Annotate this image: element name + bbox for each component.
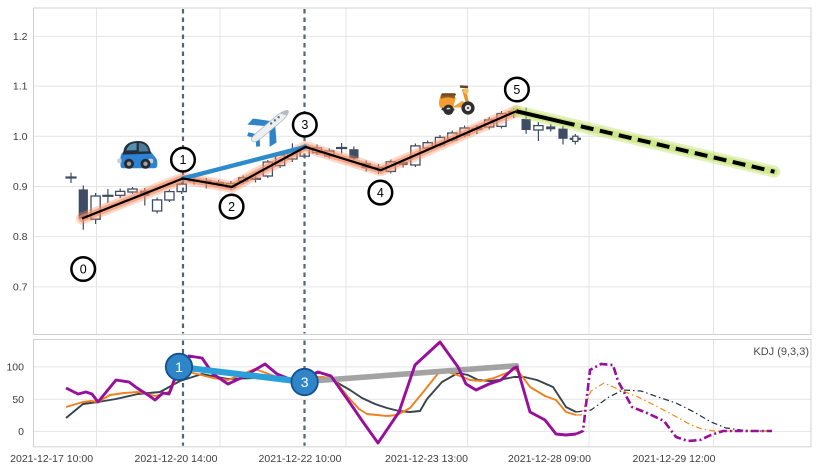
svg-text:2021-12-17 10:00: 2021-12-17 10:00 bbox=[10, 453, 93, 465]
svg-text:3: 3 bbox=[301, 374, 309, 390]
svg-text:0: 0 bbox=[18, 426, 24, 438]
svg-text:0.9: 0.9 bbox=[13, 181, 28, 193]
svg-text:0.7: 0.7 bbox=[13, 282, 28, 294]
svg-text:100: 100 bbox=[6, 362, 24, 374]
svg-text:2021-12-29 12:00: 2021-12-29 12:00 bbox=[633, 453, 716, 465]
svg-text:1.2: 1.2 bbox=[13, 31, 28, 43]
svg-text:KDJ (9,3,3): KDJ (9,3,3) bbox=[753, 346, 809, 358]
svg-text:50: 50 bbox=[12, 394, 24, 406]
svg-text:2021-12-28 09:00: 2021-12-28 09:00 bbox=[508, 453, 591, 465]
svg-text:4: 4 bbox=[377, 186, 384, 200]
svg-text:2021-12-20 14:00: 2021-12-20 14:00 bbox=[135, 453, 218, 465]
svg-text:0.8: 0.8 bbox=[13, 231, 28, 243]
svg-text:2021-12-23 13:00: 2021-12-23 13:00 bbox=[385, 453, 468, 465]
svg-text:1.1: 1.1 bbox=[13, 81, 28, 93]
svg-text:2: 2 bbox=[228, 200, 235, 214]
svg-text:0: 0 bbox=[80, 263, 87, 277]
svg-text:1.0: 1.0 bbox=[13, 131, 28, 143]
svg-text:2021-12-22 10:00: 2021-12-22 10:00 bbox=[259, 453, 342, 465]
svg-text:5: 5 bbox=[513, 83, 520, 97]
svg-text:1: 1 bbox=[175, 359, 183, 375]
svg-text:3: 3 bbox=[301, 118, 308, 132]
svg-text:1: 1 bbox=[180, 153, 187, 167]
